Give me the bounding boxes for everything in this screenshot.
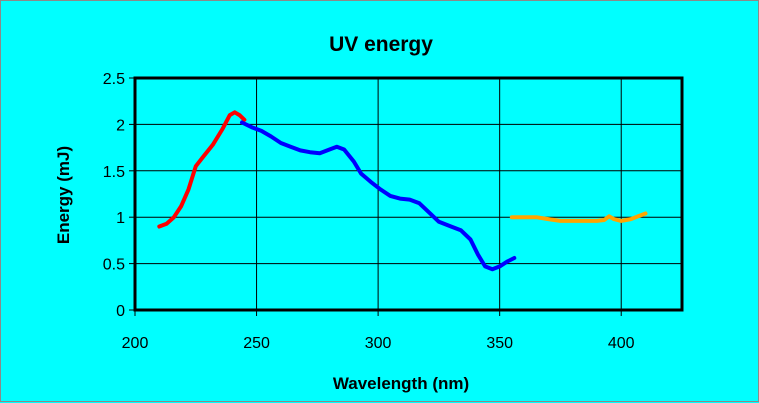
x-tick-label: 200 <box>122 335 149 352</box>
x-axis-label: Wavelength (nm) <box>333 374 469 393</box>
series-line-2 <box>240 120 517 272</box>
y-tick-label: 2 <box>116 117 125 134</box>
plot-background <box>135 78 682 310</box>
x-tick-label: 400 <box>608 335 635 352</box>
y-tick-label: 1.5 <box>103 164 125 181</box>
x-tick-label: 350 <box>486 335 513 352</box>
series-line-3 <box>509 211 648 223</box>
y-tick-label: 1 <box>116 210 125 227</box>
series-line-1 <box>157 110 247 229</box>
y-tick-label: 2.5 <box>103 71 125 88</box>
x-tick-label: 300 <box>365 335 392 352</box>
x-tick-label: 250 <box>243 335 270 352</box>
plot-area: 0 0.5 1 1.5 2 2.5 200 250 300 350 400 <box>103 71 684 352</box>
y-tick-label: 0 <box>116 303 125 320</box>
y-axis-label: Energy (mJ) <box>54 146 73 244</box>
chart-title: UV energy <box>329 33 433 56</box>
y-tick-label: 0.5 <box>103 257 125 274</box>
plot-border <box>133 76 684 312</box>
